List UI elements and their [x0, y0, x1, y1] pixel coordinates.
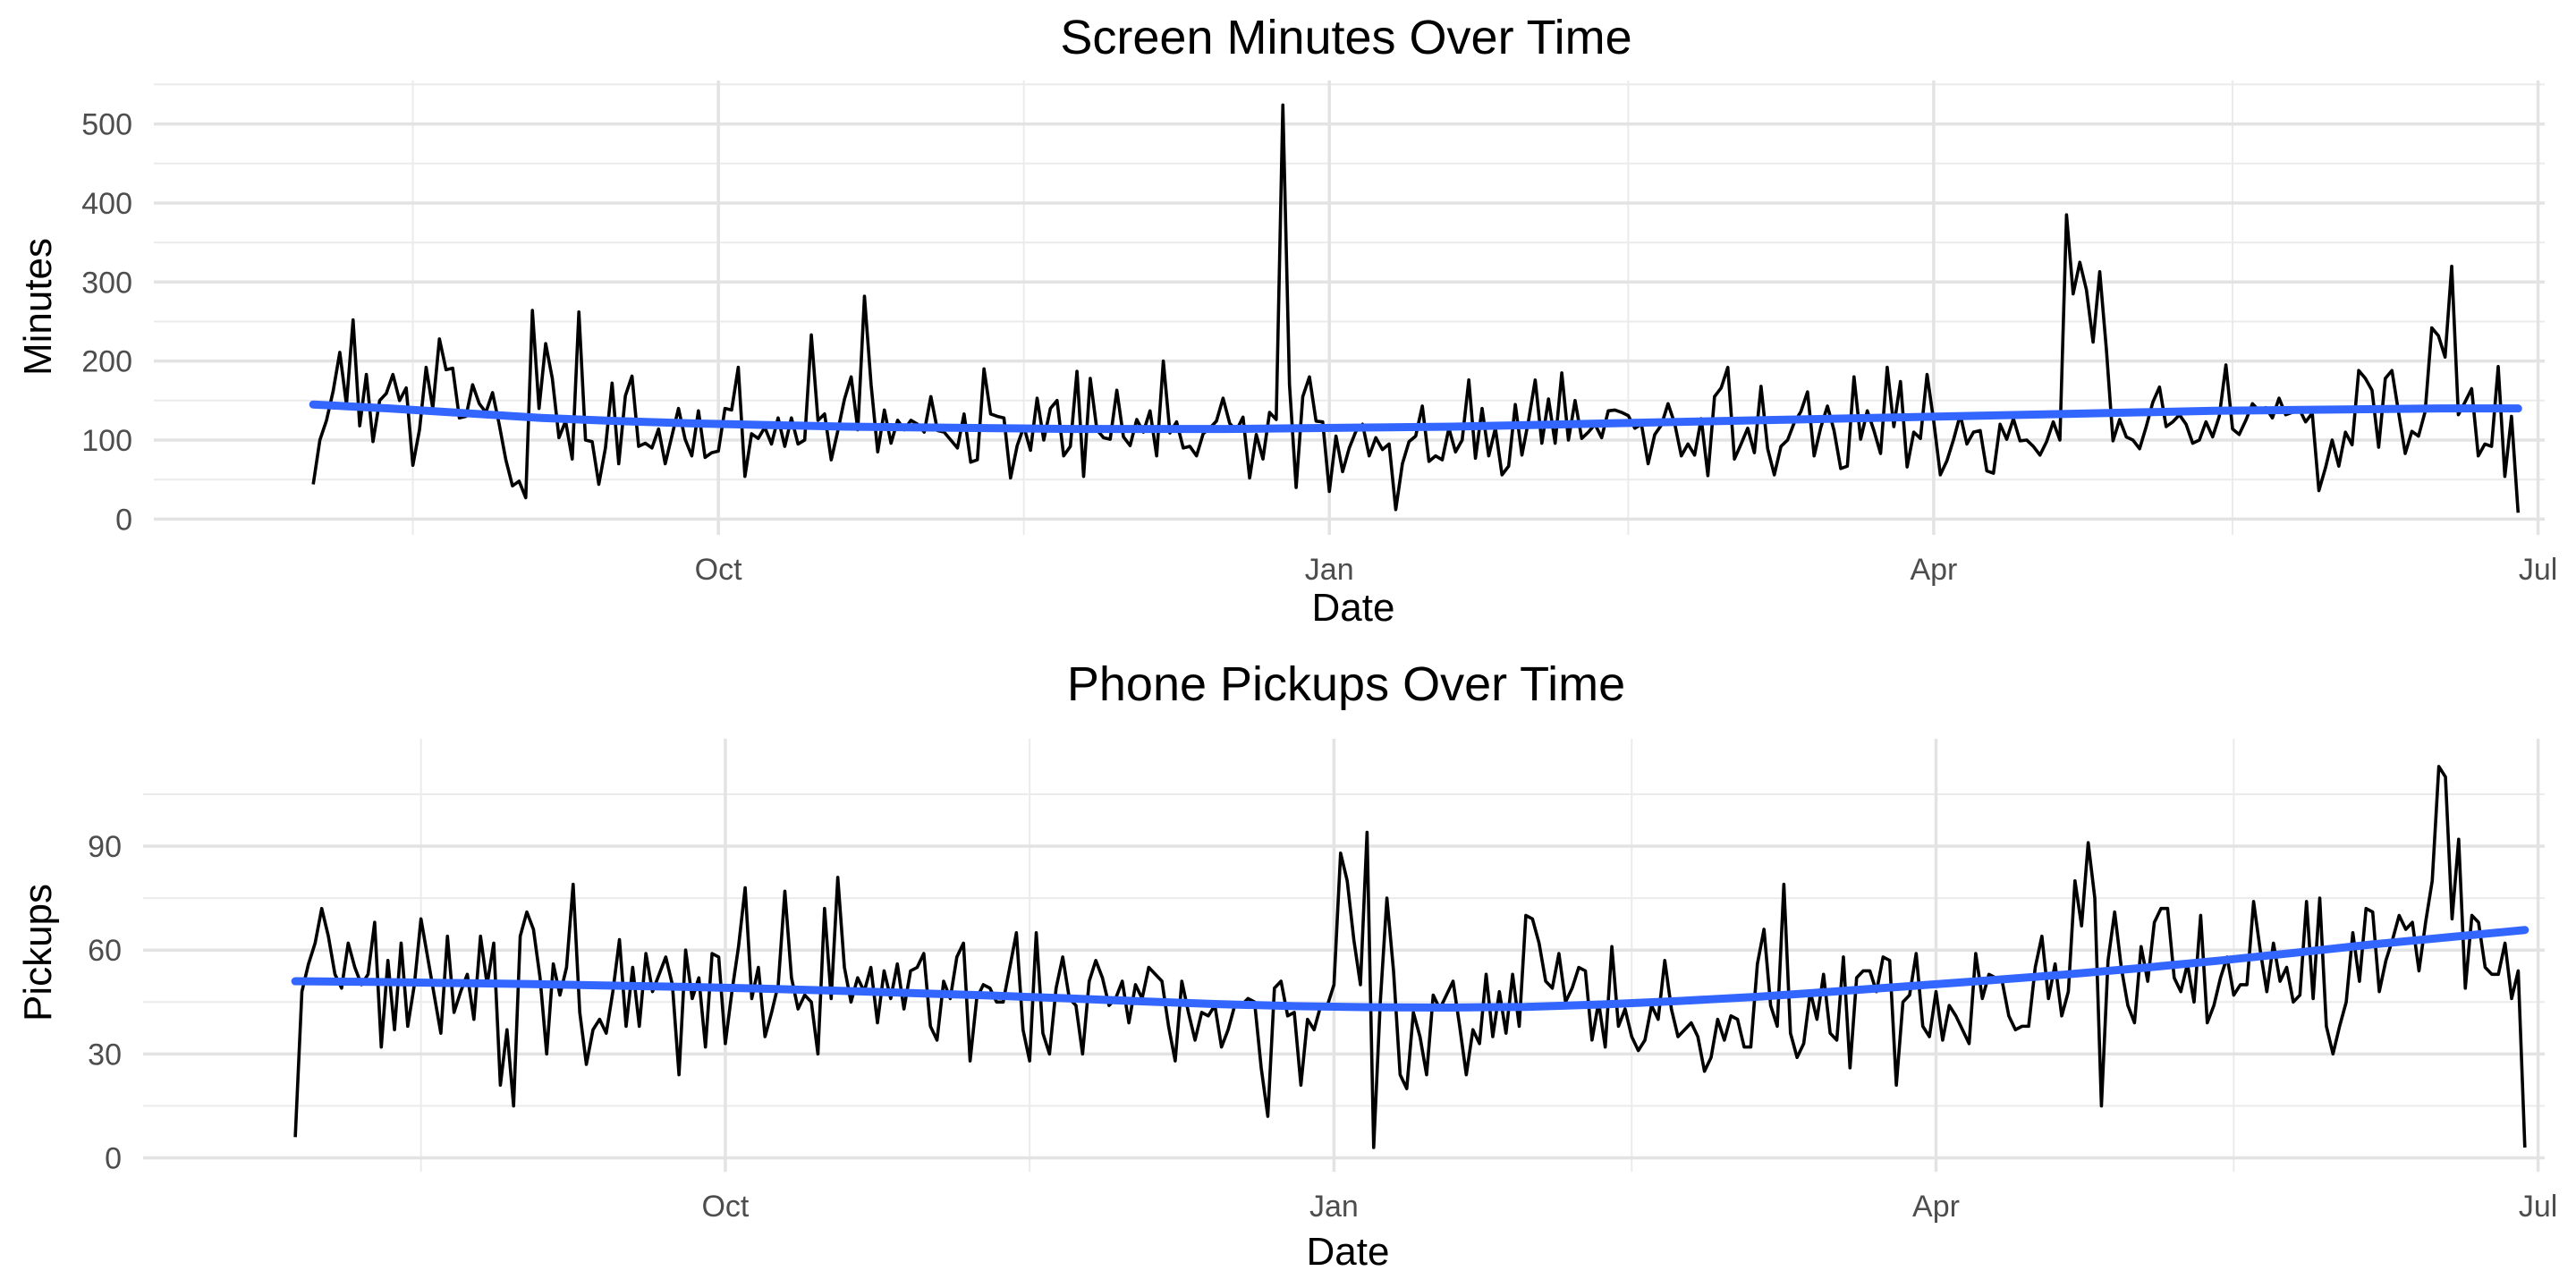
- x-axis-title-phone-pickups: Date: [1307, 1230, 1390, 1274]
- x-tick-label: Jul: [2519, 553, 2557, 587]
- y-tick-label: 60: [88, 934, 122, 968]
- y-axis-title-screen-minutes: Minutes: [16, 238, 60, 376]
- series-line-daily: [293, 765, 2527, 1149]
- y-tick-label: 30: [88, 1038, 122, 1072]
- x-tick-label: Oct: [701, 1190, 749, 1224]
- x-axis-title-screen-minutes: Date: [1312, 586, 1395, 630]
- series-screen-minutes: [309, 103, 2522, 513]
- panel-title-phone-pickups: Phone Pickups Over Time: [1067, 657, 1625, 711]
- x-tick-label: Jan: [1305, 553, 1354, 587]
- panel-title-screen-minutes: Screen Minutes Over Time: [1060, 11, 1631, 64]
- ticks-screen-minutes: 0 100 200 300 400 500 Oct Jan Apr Jul: [81, 108, 2557, 587]
- x-tick-label: Jul: [2519, 1190, 2557, 1224]
- y-tick-label: 0: [105, 1142, 122, 1176]
- series-line-trend: [309, 400, 2522, 434]
- y-tick-label: 90: [88, 830, 122, 864]
- x-tick-label: Apr: [1912, 1190, 1960, 1224]
- x-tick-label: Apr: [1910, 553, 1957, 587]
- y-tick-label: 0: [115, 503, 132, 537]
- x-tick-label: Oct: [695, 553, 742, 587]
- y-axis-title-phone-pickups: Pickups: [16, 884, 60, 1021]
- series-phone-pickups: [291, 765, 2529, 1149]
- y-tick-label: 400: [81, 187, 132, 221]
- panel-screen-minutes: Screen Minutes Over Time 0 100 200 300 400 50…: [16, 11, 2557, 630]
- y-tick-label: 300: [81, 266, 132, 300]
- panel-phone-pickups: Phone Pickups Over Time 0 30 60 90 Oct Jan Apr…: [16, 657, 2557, 1274]
- y-tick-label: 500: [81, 108, 132, 142]
- y-tick-label: 100: [81, 424, 132, 458]
- y-tick-label: 200: [81, 345, 132, 379]
- series-line-trend: [291, 926, 2529, 1012]
- grid-screen-minutes: [154, 80, 2545, 535]
- ticks-phone-pickups: 0 30 60 90 Oct Jan Apr Jul: [88, 830, 2557, 1224]
- x-tick-label: Jan: [1309, 1190, 1359, 1224]
